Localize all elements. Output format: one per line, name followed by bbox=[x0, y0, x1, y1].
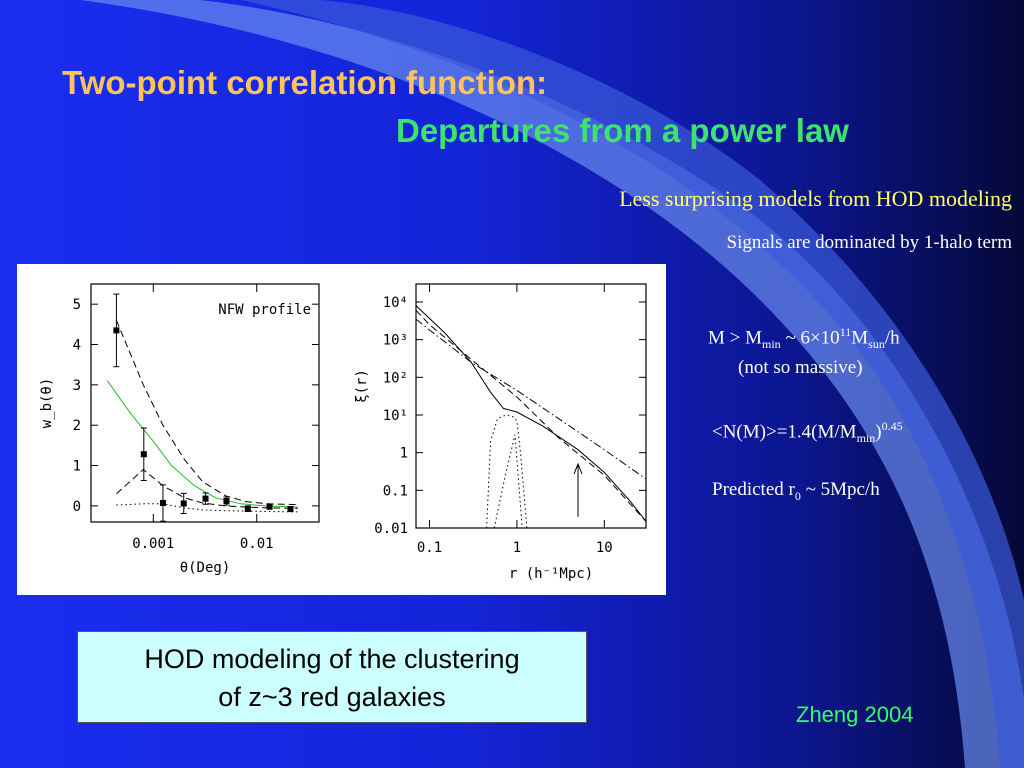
mass-m: M bbox=[851, 327, 869, 349]
slide-title: Two-point correlation function: bbox=[62, 64, 548, 101]
occ-close: ) bbox=[875, 421, 882, 443]
x-tick-label: 0.001 bbox=[132, 536, 174, 552]
plot-frame bbox=[415, 283, 647, 529]
y-tick-label: 3 bbox=[73, 378, 81, 394]
y-tick-label: 10² bbox=[383, 370, 408, 386]
data-point bbox=[223, 498, 230, 505]
x-tick-label: 1 bbox=[513, 540, 521, 556]
model-curve-dotted bbox=[116, 503, 298, 513]
y-tick-label: 0 bbox=[73, 499, 81, 515]
slide-subtitle: Departures from a power law bbox=[396, 112, 849, 149]
x-axis-label: r (h⁻¹Mpc) bbox=[509, 566, 593, 582]
occ-prefix: <N(M)>=1.4(M/M bbox=[712, 421, 857, 443]
y-tick-label: 4 bbox=[73, 338, 81, 354]
model-curve-dashdot bbox=[415, 318, 647, 480]
y-tick-label: 0.01 bbox=[374, 521, 408, 537]
x-axis-label: θ(Deg) bbox=[180, 560, 231, 576]
figure-panel: 0 1 2 3 4 5 0.001 0.01 θ(Deg) w_b(θ) NFW profile 1… bbox=[17, 264, 666, 595]
y-tick-label: 10³ bbox=[383, 333, 408, 349]
data-point bbox=[140, 451, 147, 458]
y-tick-label: 1 bbox=[400, 446, 408, 462]
caption-box: HOD modeling of the clustering of z~3 re… bbox=[77, 631, 587, 723]
model-curve-dashed bbox=[115, 320, 298, 506]
plot-annotation: NFW profile bbox=[218, 302, 311, 318]
mass-suffix: /h bbox=[884, 327, 900, 349]
y-tick-label: 10¹ bbox=[383, 408, 408, 424]
predicted-r0: Predicted r0 ~ 5Mpc/h bbox=[712, 480, 880, 502]
data-point bbox=[287, 506, 294, 513]
model-curve-dashed bbox=[415, 309, 647, 522]
y-axis-label: w_b(θ) bbox=[39, 378, 55, 429]
mass-sub2: sun bbox=[868, 337, 885, 352]
occ-sup: 0.45 bbox=[881, 419, 903, 433]
caption-line-1: HOD modeling of the clustering bbox=[144, 644, 520, 674]
mass-sup: 11 bbox=[839, 325, 852, 339]
data-point bbox=[159, 500, 166, 507]
data-point bbox=[202, 495, 209, 502]
data-point bbox=[244, 505, 251, 512]
y-axis-label: ξ(r) bbox=[354, 369, 370, 403]
y-tick-label: 10⁴ bbox=[383, 295, 408, 311]
mass-prefix: M > M bbox=[708, 327, 763, 349]
occ-sub: min bbox=[856, 431, 876, 446]
y-tick-label: 5 bbox=[73, 297, 81, 313]
spatial-correlation-plot: 10⁴ 10³ 10² 10¹ 1 0.1 0.01 0.1 1 10 r (h⁻¹Mpc) ξ(r) bbox=[342, 264, 666, 595]
x-tick-label: 10 bbox=[596, 540, 613, 556]
plot-frame bbox=[90, 283, 320, 523]
not-massive-note: (not so massive) bbox=[738, 357, 863, 378]
y-tick-label: 0.1 bbox=[383, 483, 408, 499]
angular-correlation-plot: 0 1 2 3 4 5 0.001 0.01 θ(Deg) w_b(θ) NFW profile bbox=[17, 264, 337, 595]
model-curve-solid bbox=[106, 380, 298, 508]
caption-line-2: of z~3 red galaxies bbox=[218, 682, 446, 712]
occupation-formula: <N(M)>=1.4(M/Mmin)0.45 bbox=[712, 420, 903, 444]
x-tick-label: 0.1 bbox=[417, 540, 442, 556]
r0-sub: 0 bbox=[794, 488, 801, 503]
x-tick-label: 0.01 bbox=[240, 536, 274, 552]
model-curve-solid bbox=[415, 305, 647, 522]
data-point bbox=[180, 500, 187, 507]
mass-mid: ~ 6×10 bbox=[780, 327, 840, 349]
models-note: Less surprising models from HOD modeling bbox=[619, 186, 1012, 211]
model-curve-dotted bbox=[493, 434, 523, 529]
r0-prefix: Predicted r bbox=[712, 479, 795, 500]
citation: Zheng 2004 bbox=[796, 702, 914, 727]
mass-sub: min bbox=[762, 337, 781, 352]
model-curve-dashed bbox=[116, 468, 298, 509]
model-curve-dotted bbox=[486, 414, 528, 529]
y-tick-label: 2 bbox=[73, 418, 81, 434]
data-point bbox=[113, 327, 120, 334]
mass-threshold: M > Mmin ~ 6×1011Msun/h bbox=[708, 326, 900, 350]
halo-term-note: Signals are dominated by 1-halo term bbox=[726, 232, 1012, 253]
data-point bbox=[266, 503, 273, 510]
r0-suffix: ~ 5Mpc/h bbox=[800, 479, 880, 500]
y-tick-label: 1 bbox=[73, 459, 81, 475]
r0-arrow-head bbox=[573, 462, 583, 475]
